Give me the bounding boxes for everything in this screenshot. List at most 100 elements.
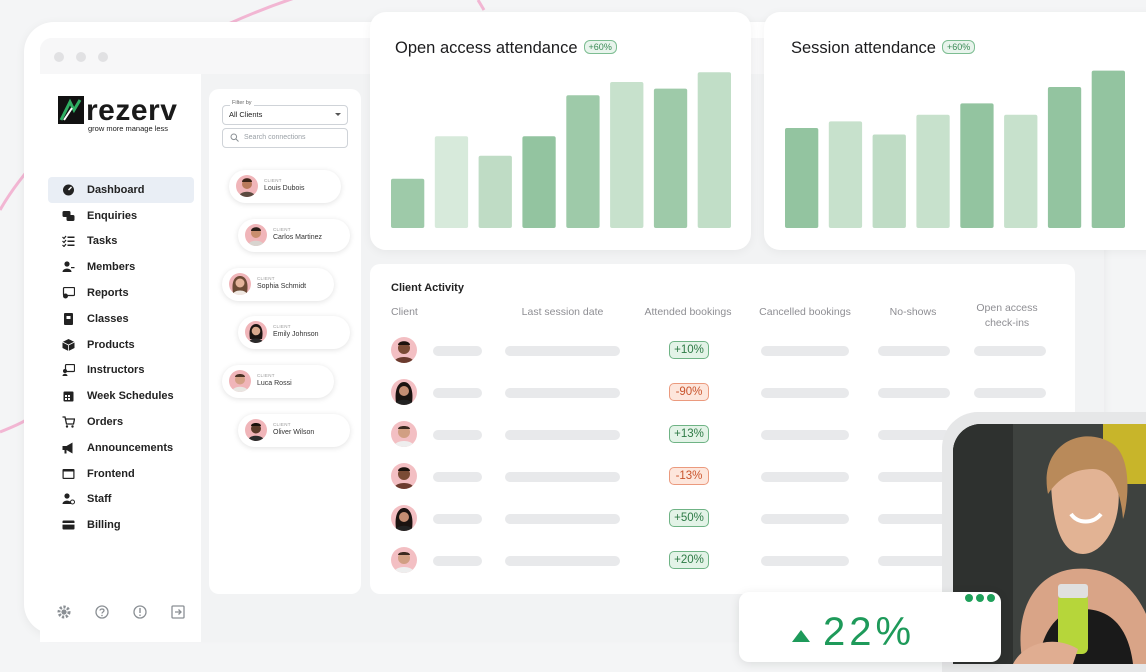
megaphone-icon (61, 442, 75, 454)
more-options-icon[interactable] (965, 594, 995, 602)
sidebar-item-label: Products (87, 338, 135, 351)
logout-icon[interactable] (170, 604, 186, 620)
sidebar-item-label: Enquiries (87, 209, 138, 222)
client-card[interactable]: CLIENT Emily Johnson (238, 316, 350, 349)
sidebar-item-members[interactable]: Members (48, 254, 194, 280)
instructor-icon (61, 364, 75, 377)
column-header: Last session date (521, 306, 604, 318)
placeholder-bar (433, 430, 482, 440)
placeholder-bar (878, 346, 950, 356)
placeholder-bar (505, 514, 620, 524)
sidebar-item-staff[interactable]: Staff (48, 487, 194, 513)
filter-value: All Clients (229, 110, 263, 119)
window-dot (98, 52, 108, 62)
table-row[interactable]: +50% (370, 505, 1075, 535)
table-row[interactable]: -90% (370, 379, 1075, 409)
dot (965, 594, 973, 602)
client-name: Louis Dubois (264, 185, 305, 192)
sidebar-item-products[interactable]: Products (48, 332, 194, 358)
gear-icon[interactable] (56, 604, 72, 620)
client-name: Emily Johnson (273, 331, 319, 338)
chart-bar (697, 72, 731, 228)
placeholder-bar (878, 472, 950, 482)
session-chart (785, 70, 1125, 228)
client-card[interactable]: CLIENT Luca Rossi (222, 365, 334, 398)
chart-bar (872, 134, 906, 228)
sidebar-item-announcements[interactable]: Announcements (48, 435, 194, 461)
placeholder-bar (761, 514, 849, 524)
placeholder-bar (761, 388, 849, 398)
client-tag: CLIENT (273, 227, 291, 232)
info-icon[interactable] (132, 604, 148, 620)
client-card[interactable]: CLIENT Oliver Wilson (238, 414, 350, 447)
growth-badge: +60% (583, 39, 617, 54)
attended-change-badge: +13% (669, 425, 709, 443)
arrow-up-icon (792, 630, 810, 642)
client-name: Carlos Martinez (273, 234, 323, 241)
column-header: Client (391, 306, 418, 318)
sidebar-item-billing[interactable]: Billing (48, 512, 194, 538)
sidebar-item-label: Reports (87, 287, 129, 300)
placeholder-bar (505, 346, 620, 356)
placeholder-bar (878, 556, 950, 566)
client-tag: CLIENT (257, 276, 275, 281)
sidebar-item-week-schedules[interactable]: Week Schedules (48, 383, 194, 409)
filter-select[interactable]: Filter by All Clients (222, 100, 348, 125)
avatar (245, 419, 267, 441)
client-card[interactable]: CLIENT Sophia Schmidt (222, 268, 334, 301)
sidebar-item-label: Members (87, 261, 136, 274)
chart-bar (1091, 70, 1125, 228)
help-icon[interactable] (94, 604, 110, 620)
sidebar-item-enquiries[interactable]: Enquiries (48, 203, 194, 229)
brand-logo[interactable]: rezerv grow more manage less (58, 94, 177, 133)
sidebar-item-classes[interactable]: Classes (48, 306, 194, 332)
search-placeholder: Search connections (244, 134, 306, 141)
chart-bar (566, 95, 600, 228)
chart-bar (1004, 114, 1038, 228)
dashboard-icon (61, 184, 75, 196)
column-header: Attended bookings (644, 306, 732, 318)
sidebar-item-label: Week Schedules (87, 390, 174, 403)
chart-bar (434, 136, 469, 228)
client-tag: CLIENT (273, 324, 291, 329)
growth-stat-value: 22% (823, 610, 916, 654)
chart-bar (1047, 87, 1082, 228)
sidebar-item-label: Orders (87, 416, 124, 429)
sidebar-item-frontend[interactable]: Frontend (48, 461, 194, 487)
placeholder-bar (761, 346, 849, 356)
sidebar-item-dashboard[interactable]: Dashboard (48, 177, 194, 203)
placeholder-bar (433, 472, 482, 482)
column-header: Cancelled bookings (759, 306, 851, 318)
reports-icon (61, 287, 75, 299)
avatar (391, 421, 417, 447)
sidebar-item-orders[interactable]: Orders (48, 409, 194, 435)
placeholder-bar (505, 556, 620, 566)
avatar (236, 175, 258, 197)
avatar (229, 273, 251, 295)
avatar (245, 321, 267, 343)
open-access-chart (391, 72, 731, 228)
sidebar-item-instructors[interactable]: Instructors (48, 358, 194, 384)
activity-title: Client Activity (391, 282, 464, 294)
client-card[interactable]: CLIENT Carlos Martinez (238, 219, 350, 252)
client-card[interactable]: CLIENT Louis Dubois (229, 170, 341, 203)
growth-badge: +60% (941, 39, 976, 54)
sidebar-footer (56, 604, 186, 620)
dot (987, 594, 995, 602)
sidebar-item-tasks[interactable]: Tasks (48, 229, 194, 255)
sidebar-item-reports[interactable]: Reports (48, 280, 194, 306)
brand-tagline: grow more manage less (88, 124, 169, 133)
table-row[interactable]: +20% (370, 547, 1075, 577)
avatar (391, 505, 417, 531)
box-icon (61, 338, 75, 351)
table-row[interactable]: +10% (370, 337, 1075, 367)
avatar (391, 379, 417, 405)
attended-change-badge: -13% (669, 467, 709, 485)
growth-stat-card: 22% (739, 592, 1001, 662)
brand-name: rezerv (86, 94, 178, 127)
table-row[interactable]: -13% (370, 463, 1075, 493)
client-tag: CLIENT (264, 178, 282, 183)
search-input[interactable]: Search connections (222, 128, 348, 148)
sidebar: rezerv grow more manage less Dashboard E… (40, 74, 201, 642)
sidebar-item-label: Staff (87, 493, 112, 506)
